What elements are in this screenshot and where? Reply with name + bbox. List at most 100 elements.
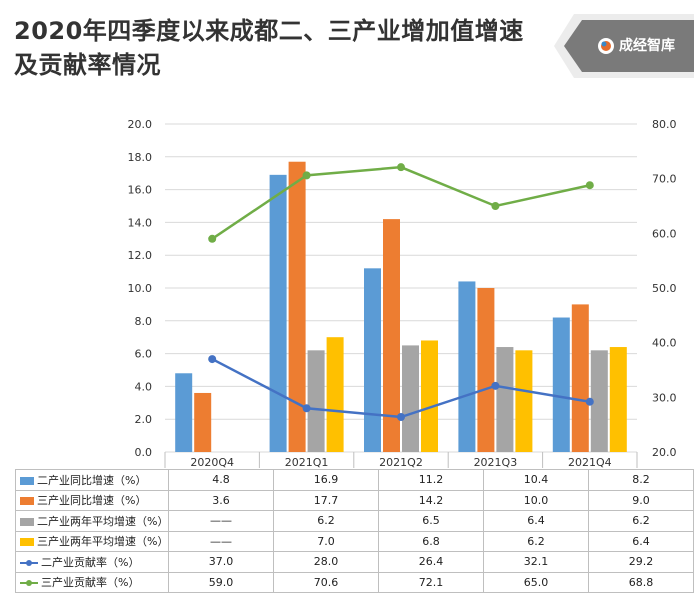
line-point: [585, 181, 594, 190]
bar: [402, 345, 419, 452]
data-label: 10.4: [483, 469, 589, 491]
x-tick-label: 2021Q4: [568, 456, 612, 469]
bars: [175, 161, 627, 452]
series-label: 二产业两年平均增速（%）: [15, 510, 169, 532]
data-label: 68.8: [588, 571, 694, 593]
bar: [269, 174, 287, 452]
data-label: 72.1: [378, 571, 484, 593]
table-row: 二产业同比增速（%） 4.8 16.9 11.2 10.4 8.2: [15, 469, 694, 491]
data-label: 8.2: [588, 469, 694, 491]
lines: [208, 163, 594, 422]
y2-tick-label: 30.0: [652, 391, 677, 404]
bar: [458, 281, 476, 452]
bar: [609, 347, 627, 452]
data-label: 16.9: [273, 469, 379, 491]
y-tick-label: 6.0: [135, 348, 153, 361]
line-point: [397, 413, 405, 422]
line-point: [491, 381, 500, 390]
series-label: 二产业同比增速（%）: [15, 469, 169, 491]
series-name: 二产业同比增速（%）: [37, 473, 147, 487]
line-point: [208, 355, 217, 364]
data-label: 59.0: [168, 571, 274, 593]
data-label: 14.2: [378, 489, 484, 511]
bar: [515, 350, 533, 452]
data-label: 4.8: [168, 469, 274, 491]
bar: [194, 392, 212, 452]
line-point: [491, 202, 500, 210]
y-tick-label: 14.0: [128, 216, 153, 229]
data-label: 65.0: [483, 571, 589, 593]
data-label: 3.6: [168, 489, 274, 511]
series-line: [211, 165, 591, 240]
y-tick-label: 10.0: [128, 282, 153, 295]
line-point: [397, 163, 405, 172]
bar: [477, 288, 495, 452]
data-label: 26.4: [378, 551, 484, 573]
series-name: 二产业两年平均增速（%）: [37, 514, 169, 528]
y-tick-label: 4.0: [135, 380, 153, 393]
table-row: 三产业同比增速（%） 3.6 17.7 14.2 10.0 9.0: [15, 489, 694, 511]
line-point: [302, 404, 311, 413]
y-tick-label: 8.0: [135, 315, 153, 328]
data-label: 6.4: [588, 530, 694, 552]
series-label: 三产业贡献率（%）: [15, 571, 169, 593]
chart-plot: 0.0 2.0 4.0 6.0 8.0 10.0 12.0 14.0 16.0 18.0 20.0 2…: [128, 118, 677, 469]
data-label: 29.2: [588, 551, 694, 573]
data-label: ——: [168, 530, 274, 552]
line-point: [302, 171, 311, 180]
y-tick-label: 0.0: [135, 446, 153, 459]
data-label: 6.2: [483, 530, 589, 552]
data-label: 6.5: [378, 510, 484, 532]
series-label: 三产业两年平均增速（%）: [15, 530, 169, 552]
bar: [496, 347, 514, 452]
x-tick-label: 2021Q1: [285, 456, 329, 469]
series-label: 二产业贡献率（%）: [15, 551, 169, 573]
bar: [590, 350, 608, 452]
data-label: ——: [168, 510, 274, 532]
bar: [552, 317, 570, 452]
x-tick-label: 2021Q2: [379, 456, 423, 469]
data-label: 6.2: [273, 510, 379, 532]
series-name: 三产业两年平均增速（%）: [37, 535, 169, 549]
axes: 0.0 2.0 4.0 6.0 8.0 10.0 12.0 14.0 16.0 18.0 20.0 2…: [128, 118, 677, 469]
data-table: 二产业同比增速（%） 4.8 16.9 11.2 10.4 8.2 三产业同比增速（%） 3.…: [15, 469, 694, 593]
bar: [288, 161, 306, 452]
y2-tick-label: 80.0: [652, 118, 677, 131]
legend-key: [20, 538, 34, 547]
data-label: 6.8: [378, 530, 484, 552]
y-tick-label: 18.0: [128, 151, 153, 164]
logo-badge: [554, 14, 694, 78]
series-name: 三产业贡献率（%）: [41, 576, 140, 590]
data-label: 10.0: [483, 489, 589, 511]
series-label: 三产业同比增速（%）: [15, 489, 169, 511]
y2-tick-label: 40.0: [652, 337, 677, 350]
y-tick-label: 16.0: [128, 184, 153, 197]
data-label: 9.0: [588, 489, 694, 511]
y2-tick-label: 20.0: [652, 446, 677, 459]
bar: [307, 350, 325, 452]
line-point: [585, 397, 594, 406]
y2-tick-label: 60.0: [652, 227, 677, 240]
bar: [326, 337, 344, 452]
y-tick-label: 2.0: [135, 413, 153, 426]
series-name: 二产业贡献率（%）: [41, 555, 140, 569]
legend-key: [20, 476, 34, 485]
logo-text: 成经智库: [619, 38, 675, 54]
legend-key: [20, 497, 34, 506]
line-point: [208, 234, 217, 243]
bar: [175, 373, 193, 452]
series-line: [211, 357, 591, 419]
data-label: 28.0: [273, 551, 379, 573]
bar: [571, 304, 589, 452]
data-label: 7.0: [273, 530, 379, 552]
bar: [383, 219, 400, 452]
series-name: 三产业同比增速（%）: [37, 494, 147, 508]
table-row: 三产业两年平均增速（%） —— 7.0 6.8 6.2 6.4: [15, 530, 694, 552]
x-tick-label: 2021Q3: [474, 456, 518, 469]
data-label: 17.7: [273, 489, 379, 511]
y2-tick-label: 50.0: [652, 282, 677, 295]
table-row: 三产业贡献率（%） 59.0 70.6 72.1 65.0 68.8: [15, 571, 694, 593]
data-label: 6.4: [483, 510, 589, 532]
y2-tick-label: 70.0: [652, 173, 677, 186]
chart-title: 2020年四季度以来成都二、三产业增加值增速及贡献率情况: [14, 17, 524, 79]
